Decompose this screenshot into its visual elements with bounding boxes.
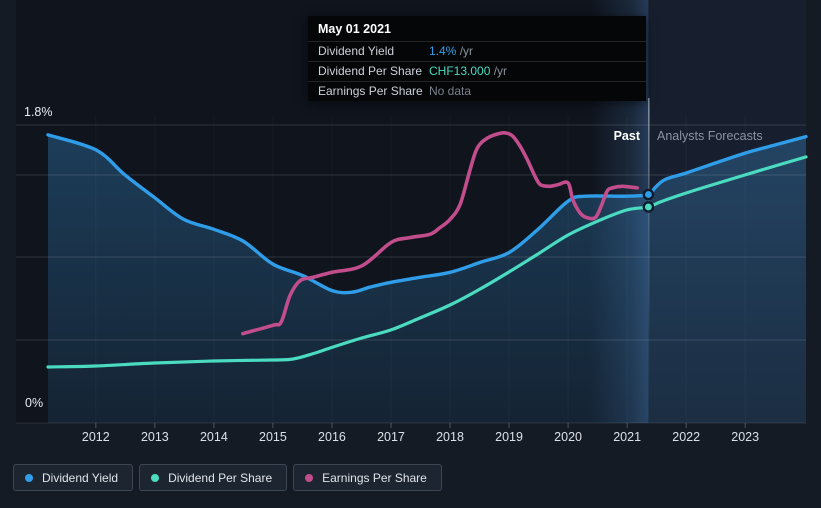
tooltip-label: Earnings Per Share <box>318 84 423 98</box>
tooltip-row-dividend-per-share: Dividend Per Share CHF13.000 /yr <box>308 61 646 81</box>
marker-dot-dividend-yield[interactable] <box>642 188 655 201</box>
x-axis-label-2018: 2018 <box>436 430 464 444</box>
x-axis-label-2022: 2022 <box>672 430 701 444</box>
legend-item-dividend-yield[interactable]: Dividend Yield <box>13 464 134 491</box>
legend-item-label: Earnings Per Share <box>322 470 427 485</box>
marker-dot-dividend-per-share[interactable] <box>642 201 655 213</box>
tooltip-row-earnings-per-share: Earnings Per Share No data <box>308 81 646 101</box>
dividend-per-share-line[interactable] <box>46 155 808 369</box>
tooltip-value: CHF13.000 /yr <box>429 64 508 78</box>
x-axis-label-2013: 2013 <box>140 430 169 444</box>
x-axis-label-2019: 2019 <box>495 430 523 444</box>
forecast-zone-tint <box>648 0 806 423</box>
hover-tooltip: May 01 2021 Dividend Yield 1.4% /yr Divi… <box>308 16 646 101</box>
analysts-forecasts-zone-label: Analysts Forecasts <box>657 129 763 143</box>
y-axis-label-bottom: 0% <box>25 396 44 410</box>
tooltip-value: No data <box>429 84 472 98</box>
legend-item-label: Dividend Yield <box>42 470 119 485</box>
legend-dot-icon <box>25 473 33 482</box>
y-axis-label-top: 1.8% <box>24 105 53 119</box>
x-axis-label-2014: 2014 <box>199 430 228 444</box>
x-axis-label-2020: 2020 <box>554 430 582 444</box>
tooltip-label: Dividend Yield <box>318 44 395 58</box>
legend-item-dividend-per-share[interactable]: Dividend Per Share <box>139 464 288 491</box>
x-axis-label-2016: 2016 <box>318 430 346 444</box>
tooltip-date: May 01 2021 <box>318 22 391 36</box>
tooltip-row-dividend-yield: Dividend Yield 1.4% /yr <box>308 41 646 61</box>
x-axis-label-2012: 2012 <box>81 430 110 444</box>
past-zone-label: Past <box>613 129 640 143</box>
earnings-per-share-line[interactable] <box>241 130 639 336</box>
legend-item-label: Dividend Per Share <box>168 470 273 485</box>
chart-legend: Dividend Yield Dividend Per Share Earnings… <box>13 464 442 491</box>
tooltip-value: 1.4% /yr <box>429 44 474 58</box>
dividend-yield-line[interactable] <box>46 133 808 295</box>
tooltip-label: Dividend Per Share <box>318 64 423 78</box>
legend-item-earnings-per-share[interactable]: Earnings Per Share <box>293 464 442 491</box>
x-axis-label-2021: 2021 <box>613 430 642 444</box>
x-axis-label-2015: 2015 <box>259 430 287 444</box>
legend-dot-icon <box>151 473 160 482</box>
x-axis-label-2017: 2017 <box>377 430 405 444</box>
legend-dot-icon <box>305 473 314 482</box>
x-axis-label-2023: 2023 <box>731 430 760 444</box>
